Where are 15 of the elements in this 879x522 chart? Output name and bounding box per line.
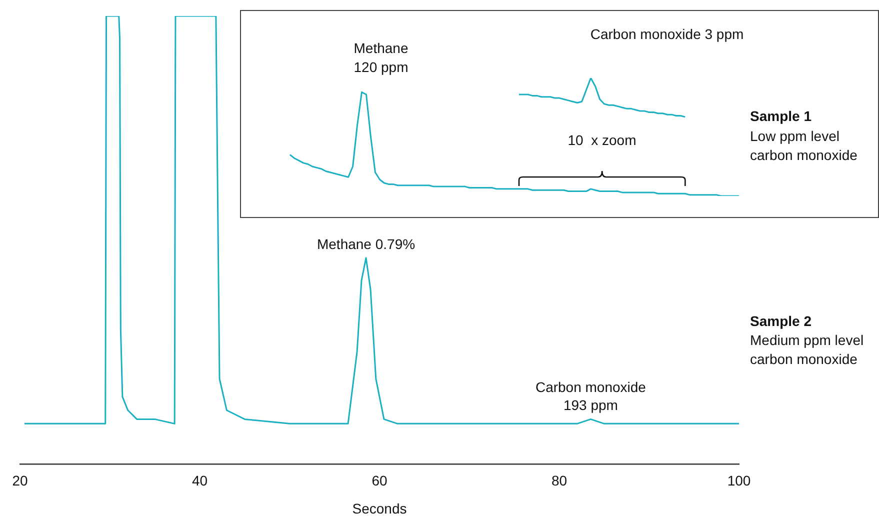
annotation: Methane 120 ppm [354, 40, 408, 75]
text: Low ppm level carbon monoxide [750, 128, 858, 163]
x-tick-label: 40 [192, 472, 208, 488]
x-tick-label: 80 [551, 472, 568, 488]
annotation: Carbon monoxide 193 ppm [535, 379, 646, 414]
x-tick-label: 60 [372, 472, 388, 488]
x-tick-label: 100 [727, 472, 751, 488]
x-tick-label: 20 [12, 472, 28, 488]
text: Sample 2 [750, 312, 812, 331]
annotation: Methane 0.79% [316, 236, 416, 252]
text: Medium ppm level carbon monoxide [750, 332, 864, 367]
annotation: 10 x zoom [568, 132, 636, 148]
text: Sample 1 [750, 108, 812, 124]
x-axis-title: Seconds [352, 500, 407, 516]
annotation: Carbon monoxide 3 ppm [590, 26, 744, 42]
